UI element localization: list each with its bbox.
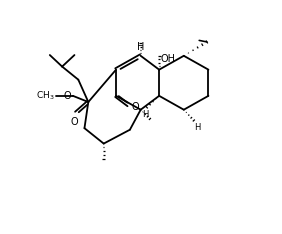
Text: CH$_3$: CH$_3$ (36, 90, 54, 102)
Text: O: O (64, 91, 71, 101)
Text: OH: OH (161, 54, 176, 63)
Text: O: O (71, 117, 78, 127)
Text: H: H (142, 110, 149, 120)
Text: O: O (131, 102, 139, 112)
Text: H: H (137, 42, 144, 52)
Text: H: H (195, 123, 201, 132)
